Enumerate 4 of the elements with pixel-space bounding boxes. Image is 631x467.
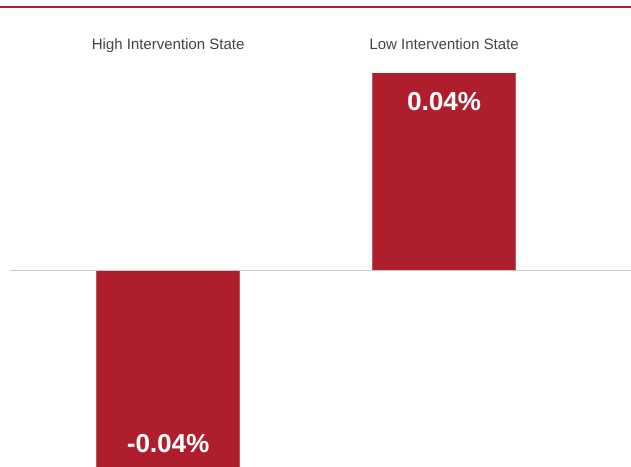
x-tick-label: Low Intervention State (369, 36, 519, 54)
x-tick-label: High Intervention State (92, 36, 244, 54)
data-label: 0.04% (407, 86, 481, 116)
data-label: -0.04% (126, 428, 210, 458)
